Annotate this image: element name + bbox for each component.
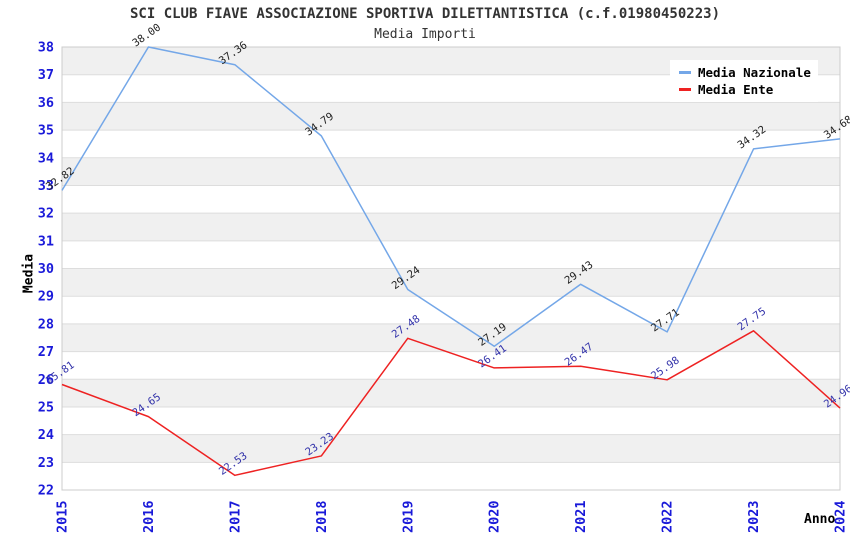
y-tick-label: 36	[38, 95, 54, 111]
y-tick-label: 38	[38, 40, 54, 56]
point-label: 38.00	[130, 22, 163, 50]
y-tick-label: 22	[38, 483, 54, 499]
plot-band	[62, 157, 840, 186]
y-tick-label: 26	[38, 372, 54, 388]
y-tick-labels: 22 23 24 25 26 27 28 29 30 31 32 33 34 35 36 37 38	[38, 40, 54, 499]
y-axis-title: Media	[21, 253, 37, 294]
y-tick-label: 29	[38, 289, 54, 305]
plot-band	[62, 323, 840, 352]
series-line-media-ente	[61, 330, 841, 477]
y-tick-label: 33	[38, 178, 54, 194]
gridlines	[62, 46, 840, 491]
y-tick-label: 34	[38, 150, 54, 166]
x-tick-label: 2020	[487, 500, 503, 533]
x-tick-label: 2022	[660, 500, 676, 533]
plot-band	[62, 102, 840, 131]
y-tick-label: 31	[38, 233, 54, 249]
chart-subtitle: Media Importi	[374, 27, 476, 42]
plot-band	[62, 379, 840, 407]
legend-label-media-nazionale: Media Nazionale	[698, 65, 811, 80]
chart-title: SCI CLUB FIAVE ASSOCIAZIONE SPORTIVA DIL…	[129, 6, 720, 22]
x-tick-label: 2019	[400, 500, 416, 533]
y-tick-label: 27	[38, 344, 54, 360]
x-tick-label: 2024	[833, 500, 849, 533]
plot-band	[62, 213, 840, 241]
legend: Media Nazionale Media Ente	[670, 60, 818, 102]
plot-bands	[62, 47, 840, 463]
legend-swatch-media-ente-icon	[679, 88, 691, 91]
series-line-media-nazionale	[61, 46, 841, 348]
plot-band	[62, 268, 840, 297]
plot-border	[61, 46, 841, 491]
x-tick-label: 2017	[227, 500, 243, 533]
legend-item-media-ente: Media Ente	[670, 81, 818, 98]
x-tick-label: 2023	[746, 500, 762, 533]
y-tick-label: 24	[38, 427, 54, 443]
x-tick-label: 2016	[141, 500, 157, 533]
x-tick-label: 2015	[55, 500, 71, 533]
legend-item-media-nazionale: Media Nazionale	[670, 64, 818, 81]
y-tick-label: 37	[38, 67, 54, 83]
x-axis-title: Anno	[804, 512, 836, 527]
y-tick-label: 28	[38, 316, 54, 332]
y-tick-label: 30	[38, 261, 54, 277]
y-tick-label: 23	[38, 455, 54, 471]
x-tick-label: 2021	[573, 500, 589, 533]
x-tick-label: 2018	[314, 500, 330, 533]
y-tick-label: 35	[38, 123, 54, 139]
x-tick-labels: 2015 2016 2017 2018 2019 2020 2021 2022 2023 2024	[55, 500, 849, 533]
y-tick-label: 25	[38, 399, 54, 415]
legend-swatch-media-nazionale-icon	[679, 71, 691, 74]
plot-band	[62, 434, 840, 463]
point-label: 25.98	[649, 354, 682, 382]
y-tick-label: 32	[38, 206, 54, 222]
legend-label-media-ente: Media Ente	[698, 82, 774, 97]
